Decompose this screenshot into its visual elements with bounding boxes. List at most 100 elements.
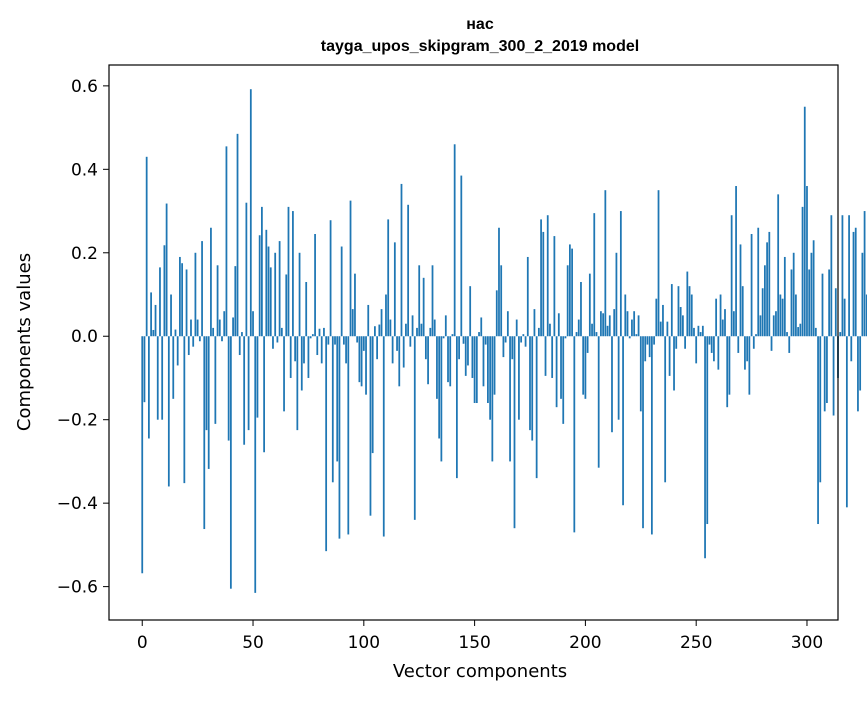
bar	[755, 334, 757, 337]
x-tick-label: 100	[348, 633, 380, 653]
bar	[595, 332, 598, 337]
bar	[688, 286, 691, 337]
bar	[560, 336, 562, 399]
bar	[354, 273, 356, 337]
bar	[744, 336, 746, 370]
x-tick-label: 250	[680, 633, 712, 653]
bar	[287, 206, 290, 337]
bar	[396, 336, 398, 351]
bar	[535, 336, 538, 479]
bar	[622, 336, 624, 506]
bar	[775, 311, 777, 337]
bar	[664, 336, 667, 483]
bar	[797, 327, 800, 337]
bar	[806, 186, 808, 337]
bar	[562, 336, 565, 424]
bar	[387, 219, 390, 337]
bar	[236, 133, 239, 337]
bar	[194, 252, 197, 337]
bar	[500, 265, 503, 337]
bar	[650, 336, 653, 535]
bar	[701, 325, 704, 337]
bar	[783, 256, 786, 337]
bar	[524, 336, 527, 347]
bar	[285, 274, 288, 337]
bar	[850, 336, 853, 362]
bar	[761, 288, 764, 337]
bar	[670, 284, 673, 337]
bar	[249, 89, 252, 337]
bar	[484, 336, 487, 345]
bar	[679, 307, 682, 337]
bar	[218, 319, 221, 337]
bar	[668, 336, 671, 376]
bar	[803, 106, 806, 337]
bar	[196, 319, 199, 337]
bar	[502, 336, 505, 358]
bar	[411, 315, 414, 337]
bar	[604, 190, 607, 337]
bar	[413, 336, 416, 520]
bar	[455, 336, 458, 479]
bar	[593, 213, 596, 337]
bar	[600, 311, 602, 337]
bar	[427, 336, 429, 385]
bar	[710, 336, 713, 353]
bar	[289, 336, 292, 378]
bar	[557, 313, 560, 337]
bar	[763, 265, 766, 337]
chart-title: нас	[466, 16, 494, 33]
bar	[351, 309, 354, 337]
bar	[338, 336, 341, 539]
bar	[715, 298, 718, 337]
bar	[212, 327, 215, 337]
bar	[857, 336, 859, 412]
bar	[653, 336, 655, 345]
bar	[298, 252, 301, 337]
bar	[719, 294, 722, 337]
bar	[746, 336, 749, 362]
bar	[635, 334, 638, 337]
bar	[187, 336, 190, 356]
bar	[342, 336, 345, 345]
x-axis-ticks: 0 50 100 150 200 250 300	[137, 620, 823, 653]
bar	[624, 294, 627, 337]
bar	[447, 336, 449, 383]
bar	[637, 315, 640, 337]
bar	[261, 206, 263, 337]
bar	[201, 241, 203, 337]
bar	[203, 336, 206, 530]
bar	[673, 336, 675, 391]
bar	[475, 336, 478, 404]
bar	[143, 336, 146, 403]
bar	[444, 315, 447, 337]
x-axis-label: Vector components	[393, 661, 567, 682]
bar	[766, 242, 768, 337]
bar	[473, 336, 476, 404]
bar	[416, 327, 418, 337]
bar	[861, 252, 864, 337]
bar	[699, 332, 702, 337]
x-tick-label: 300	[791, 633, 823, 653]
bar	[540, 219, 542, 337]
bar	[518, 336, 520, 420]
bar	[644, 336, 647, 362]
bar	[371, 336, 374, 454]
bar	[859, 336, 862, 391]
bar	[555, 336, 558, 408]
y-tick-label: 0.6	[71, 77, 98, 97]
bar	[438, 336, 441, 439]
bar	[845, 336, 848, 508]
x-tick-label: 0	[137, 633, 148, 653]
bar	[646, 336, 649, 345]
bar	[586, 336, 589, 353]
bar	[192, 336, 195, 347]
bar	[336, 336, 339, 462]
bar	[254, 336, 257, 593]
bar	[839, 332, 842, 337]
bar	[659, 321, 662, 337]
bar	[163, 245, 166, 337]
bar	[451, 334, 454, 337]
bar	[808, 269, 811, 337]
bar	[480, 317, 483, 337]
